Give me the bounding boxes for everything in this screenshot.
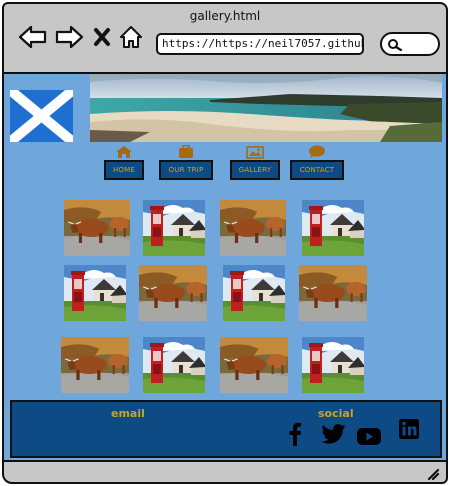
highland-cattle-thumbnail[interactable]	[299, 265, 367, 321]
highland-cattle-thumbnail[interactable]	[64, 200, 130, 256]
forward-button[interactable]	[54, 24, 84, 50]
nav-item-contact[interactable]: CONTACT	[290, 143, 344, 180]
facebook-icon[interactable]	[288, 422, 302, 446]
nav-item-home[interactable]: HOME	[104, 143, 144, 180]
search-button[interactable]	[380, 32, 440, 56]
home-button[interactable]	[118, 24, 144, 50]
suitcase-icon	[179, 145, 193, 158]
close-icon	[94, 28, 110, 46]
speech-bubble-icon	[309, 145, 325, 158]
highland-cattle-thumbnail[interactable]	[61, 337, 129, 393]
stop-button[interactable]	[92, 24, 112, 50]
red-phone-box-thumbnail[interactable]	[302, 337, 364, 393]
status-bar	[4, 464, 446, 482]
url-input[interactable]: https://https://neil7057.github.io/	[156, 33, 364, 55]
twitter-icon[interactable]	[322, 424, 346, 444]
youtube-icon[interactable]	[357, 428, 381, 445]
home-icon	[116, 146, 132, 158]
scotland-flag-logo[interactable]	[10, 90, 73, 142]
back-button[interactable]	[18, 24, 48, 50]
arrow-left-icon	[18, 25, 47, 49]
red-phone-box-thumbnail[interactable]	[143, 337, 205, 393]
red-phone-box-thumbnail[interactable]	[143, 200, 205, 256]
home-icon	[120, 26, 142, 48]
linkedin-icon[interactable]	[399, 419, 419, 439]
highland-cattle-thumbnail[interactable]	[139, 265, 207, 321]
nav-label: GALLERY	[230, 160, 280, 180]
arrow-right-icon	[55, 25, 84, 49]
email-heading: email	[111, 407, 145, 420]
beach-banner-image	[90, 74, 442, 142]
red-phone-box-thumbnail[interactable]	[223, 265, 285, 321]
nav-label: CONTACT	[290, 160, 344, 180]
red-phone-box-thumbnail[interactable]	[64, 265, 126, 321]
social-heading: social	[318, 407, 354, 420]
main-nav: HOME OUR TRIP	[4, 143, 446, 183]
image-icon	[246, 146, 264, 159]
footer: email social	[10, 400, 442, 458]
highland-cattle-thumbnail[interactable]	[220, 337, 288, 393]
nav-label: OUR TRIP	[159, 160, 213, 180]
highland-cattle-thumbnail[interactable]	[220, 200, 286, 256]
search-icon	[388, 39, 403, 51]
nav-item-our-trip[interactable]: OUR TRIP	[159, 143, 213, 180]
nav-label: HOME	[104, 160, 144, 180]
resize-handle-icon[interactable]	[426, 468, 440, 480]
window-title: gallery.html	[189, 9, 261, 23]
red-phone-box-thumbnail[interactable]	[302, 200, 364, 256]
page-viewport: HOME OUR TRIP	[4, 72, 446, 462]
nav-item-gallery[interactable]: GALLERY	[230, 143, 280, 180]
